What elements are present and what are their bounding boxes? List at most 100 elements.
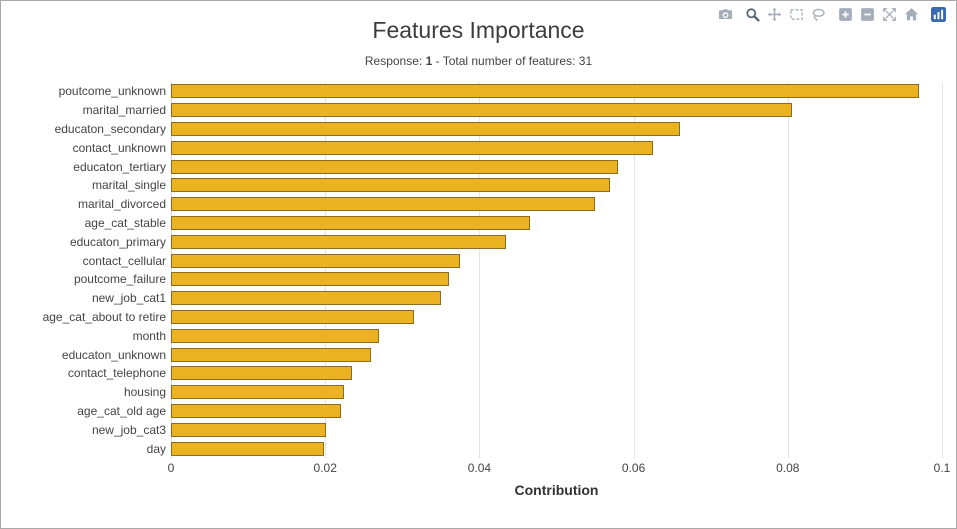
zoom-out-icon[interactable]: [859, 6, 876, 23]
bar[interactable]: [171, 197, 596, 212]
y-tick-label: new_job_cat1: [91, 291, 166, 306]
bar[interactable]: [171, 215, 530, 230]
bar[interactable]: [171, 422, 326, 437]
bar[interactable]: [171, 159, 619, 174]
subtitle-response-value: 1: [425, 54, 433, 68]
y-tick-label: age_cat_old age: [77, 403, 166, 418]
bar-row: educaton_primary: [1, 232, 942, 251]
box-select-icon[interactable]: [788, 6, 805, 23]
bar[interactable]: [171, 347, 372, 362]
y-tick-label: educaton_secondary: [54, 121, 166, 136]
y-tick-label: contact_telephone: [67, 366, 166, 381]
bar-row: educaton_secondary: [1, 120, 942, 139]
modebar-group-logo: [930, 6, 947, 23]
x-axis-spacer: [1, 475, 171, 498]
bar-row: contact_telephone: [1, 364, 942, 383]
bar[interactable]: [171, 366, 353, 381]
bar-row: housing: [1, 383, 942, 402]
bar-track: [171, 364, 942, 383]
subtitle-prefix: Response:: [364, 54, 426, 68]
y-tick-label: educaton_unknown: [61, 347, 166, 362]
bar-track: [171, 439, 942, 458]
bar-track: [171, 383, 942, 402]
bar-track: [171, 308, 942, 327]
gridline: [787, 82, 789, 458]
bar[interactable]: [171, 309, 414, 324]
bar[interactable]: [171, 441, 324, 456]
bar-row: new_job_cat1: [1, 289, 942, 308]
bar-row: contact_unknown: [1, 138, 942, 157]
bar-track: [171, 195, 942, 214]
bar[interactable]: [171, 328, 380, 343]
bar-track: [171, 176, 942, 195]
bar-rows: poutcome_unknown marital_married educaton_…: [1, 82, 942, 458]
y-tick-label: poutcome_unknown: [58, 84, 166, 99]
y-tick-label: poutcome_failure: [73, 272, 166, 287]
plot-area: poutcome_unknown marital_married educaton_…: [1, 82, 943, 458]
bar[interactable]: [171, 253, 461, 268]
bar-track: [171, 420, 942, 439]
grid-overlay: [171, 82, 943, 458]
bar-track: [171, 326, 942, 345]
bar-row: month: [1, 326, 942, 345]
y-tick-label: month: [132, 328, 166, 343]
bar[interactable]: [171, 178, 611, 193]
gridline: [479, 82, 481, 458]
bar-track: [171, 270, 942, 289]
bar-row: age_cat_stable: [1, 214, 942, 233]
x-axis: 0 0.02 0.04 0.06 0.08 0.1: [1, 458, 951, 475]
bar[interactable]: [171, 272, 449, 287]
subtitle-rest: - Total number of features: 31: [432, 54, 593, 68]
bar-track: [171, 82, 942, 101]
gridline: [633, 82, 635, 458]
chart-title: Features Importance: [372, 17, 585, 43]
plotly-logo-icon[interactable]: [930, 6, 947, 23]
bar[interactable]: [171, 291, 441, 306]
y-tick-label: marital_divorced: [77, 197, 166, 212]
zoom-icon[interactable]: [744, 6, 761, 23]
bar-row: marital_single: [1, 176, 942, 195]
bar-track: [171, 232, 942, 251]
bar-track: [171, 138, 942, 157]
bar[interactable]: [171, 234, 507, 249]
bar[interactable]: [171, 103, 792, 118]
camera-icon[interactable]: [717, 6, 734, 23]
bar-track: [171, 289, 942, 308]
modebar-group-snapshot: [717, 6, 734, 23]
bar-track: [171, 251, 942, 270]
bar-track: [171, 120, 942, 139]
x-tick-label: 0.06: [621, 460, 646, 475]
y-tick-label: new_job_cat3: [91, 422, 166, 437]
bar-track: [171, 345, 942, 364]
bar-row: day: [1, 439, 942, 458]
bar-row: age_cat_about to retire: [1, 308, 942, 327]
bar[interactable]: [171, 385, 345, 400]
bar[interactable]: [171, 121, 680, 136]
x-axis-title-row: Contribution: [1, 475, 942, 498]
bar-track: [171, 214, 942, 233]
y-tick-label: educaton_tertiary: [73, 159, 166, 174]
y-tick-label: marital_single: [91, 178, 166, 193]
bar[interactable]: [171, 140, 653, 155]
bar-row: marital_married: [1, 101, 942, 120]
modebar: [707, 6, 947, 23]
x-tick-labels: 0 0.02 0.04 0.06 0.08 0.1: [168, 458, 951, 475]
y-tick-label: age_cat_stable: [84, 215, 166, 230]
x-axis-title: Contribution: [514, 481, 599, 498]
reset-axes-icon[interactable]: [903, 6, 920, 23]
y-tick-label: age_cat_about to retire: [42, 309, 166, 324]
autoscale-icon[interactable]: [881, 6, 898, 23]
bar-row: marital_divorced: [1, 195, 942, 214]
y-tick-label: housing: [123, 385, 166, 400]
x-tick-label: 0.04: [467, 460, 492, 475]
lasso-select-icon[interactable]: [810, 6, 827, 23]
bar[interactable]: [171, 403, 341, 418]
bar-row: educaton_unknown: [1, 345, 942, 364]
bar-track: [171, 157, 942, 176]
pan-icon[interactable]: [766, 6, 783, 23]
gridline: [171, 82, 172, 458]
x-tick-label: 0.02: [313, 460, 337, 475]
zoom-in-icon[interactable]: [837, 6, 854, 23]
bar[interactable]: [171, 84, 919, 99]
